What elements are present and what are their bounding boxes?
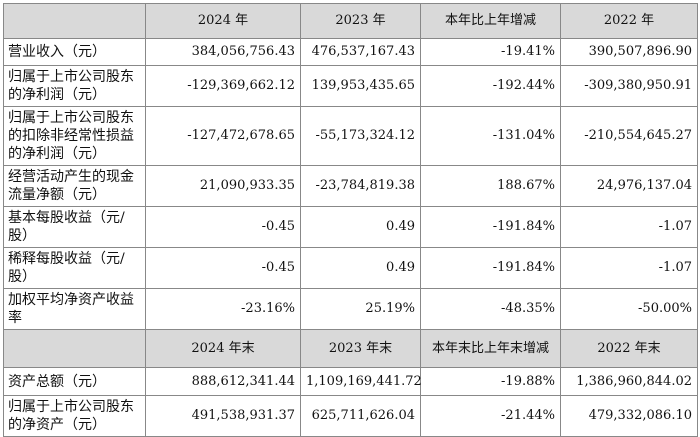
- data-row: 基本每股收益（元/股） -0.45 0.49 -191.84% -1.07: [3, 206, 698, 248]
- value-cell: -131.04%: [420, 106, 561, 166]
- value-cell: -50.00%: [560, 288, 698, 330]
- row-label: 稀释每股收益（元/股）: [3, 247, 146, 289]
- value-cell: 139,953,435.65: [300, 65, 421, 107]
- data-row: 经营活动产生的现金流量净额（元） 21,090,933.35 -23,784,819…: [3, 165, 698, 207]
- data-row: 稀释每股收益（元/股） -0.45 0.49 -191.84% -1.07: [3, 247, 698, 289]
- value-cell: -23,784,819.38: [300, 165, 421, 207]
- header-row: 2024 年末 2023 年末 本年末比上年末增减 2022 年末: [3, 329, 698, 368]
- financial-table: 2024 年 2023 年本年比上年增减 2022 年营业收入（元） 384,056,…: [3, 3, 698, 437]
- value-cell: -19.88%: [420, 367, 561, 396]
- row-label: 基本每股收益（元/股）: [3, 206, 146, 248]
- header-cell: 本年末比上年末增减: [420, 329, 561, 368]
- value-cell: 0.49: [300, 247, 421, 289]
- row-label: 营业收入（元）: [3, 38, 146, 66]
- data-row: 加权平均净资产收益率 -23.16% 25.19% -48.35% -50.00%: [3, 288, 698, 330]
- value-cell: -0.45: [145, 247, 301, 289]
- header-cell: 2022 年末: [560, 329, 698, 368]
- value-cell: 21,090,933.35: [145, 165, 301, 207]
- data-row: 归属于上市公司股东的净资产（元） 491,538,931.37 625,711,62…: [3, 395, 698, 437]
- value-cell: 479,332,086.10: [560, 395, 698, 437]
- row-label: 归属于上市公司股东的扣除非经常性损益的净利润（元）: [3, 106, 146, 166]
- value-cell: 24,976,137.04: [560, 165, 698, 207]
- header-cell: 2024 年: [145, 3, 301, 39]
- value-cell: -309,380,950.91: [560, 65, 698, 107]
- row-label: 归属于上市公司股东的净利润（元）: [3, 65, 146, 107]
- header-cell: 2022 年: [560, 3, 698, 39]
- value-cell: 625,711,626.04: [300, 395, 421, 437]
- value-cell: -19.41%: [420, 38, 561, 66]
- value-cell: -191.84%: [420, 206, 561, 248]
- value-cell: -55,173,324.12: [300, 106, 421, 166]
- value-cell: -192.44%: [420, 65, 561, 107]
- value-cell: -0.45: [145, 206, 301, 248]
- value-cell: -1.07: [560, 206, 698, 248]
- value-cell: -129,369,662.12: [145, 65, 301, 107]
- header-cell: [3, 3, 146, 39]
- data-row: 资产总额（元） 888,612,341.44 1,109,169,441.72 -19…: [3, 367, 698, 396]
- value-cell: 0.49: [300, 206, 421, 248]
- data-row: 归属于上市公司股东的扣除非经常性损益的净利润（元） -127,472,678.65…: [3, 106, 698, 166]
- header-cell: 本年比上年增减: [420, 3, 561, 39]
- row-label: 经营活动产生的现金流量净额（元）: [3, 165, 146, 207]
- data-row: 营业收入（元） 384,056,756.43 476,537,167.43 -19.4…: [3, 38, 698, 66]
- value-cell: -210,554,645.27: [560, 106, 698, 166]
- value-cell: 888,612,341.44: [145, 367, 301, 396]
- value-cell: 188.67%: [420, 165, 561, 207]
- value-cell: -127,472,678.65: [145, 106, 301, 166]
- row-label: 归属于上市公司股东的净资产（元）: [3, 395, 146, 437]
- value-cell: -21.44%: [420, 395, 561, 437]
- value-cell: -191.84%: [420, 247, 561, 289]
- value-cell: 25.19%: [300, 288, 421, 330]
- value-cell: -1.07: [560, 247, 698, 289]
- value-cell: 384,056,756.43: [145, 38, 301, 66]
- value-cell: -23.16%: [145, 288, 301, 330]
- data-row: 归属于上市公司股东的净利润（元） -129,369,662.12 139,953,4…: [3, 65, 698, 107]
- value-cell: 390,507,896.90: [560, 38, 698, 66]
- header-cell: 2023 年末: [300, 329, 421, 368]
- row-label: 资产总额（元）: [3, 367, 146, 396]
- header-cell: [3, 329, 146, 368]
- value-cell: 1,386,960,844.02: [560, 367, 698, 396]
- value-cell: 1,109,169,441.72: [300, 367, 422, 396]
- value-cell: 476,537,167.43: [300, 38, 421, 66]
- value-cell: 491,538,931.37: [145, 395, 301, 437]
- header-row: 2024 年 2023 年本年比上年增减 2022 年: [3, 3, 698, 39]
- header-cell: 2024 年末: [145, 329, 301, 368]
- row-label: 加权平均净资产收益率: [3, 288, 146, 330]
- value-cell: -48.35%: [420, 288, 561, 330]
- header-cell: 2023 年: [300, 3, 421, 39]
